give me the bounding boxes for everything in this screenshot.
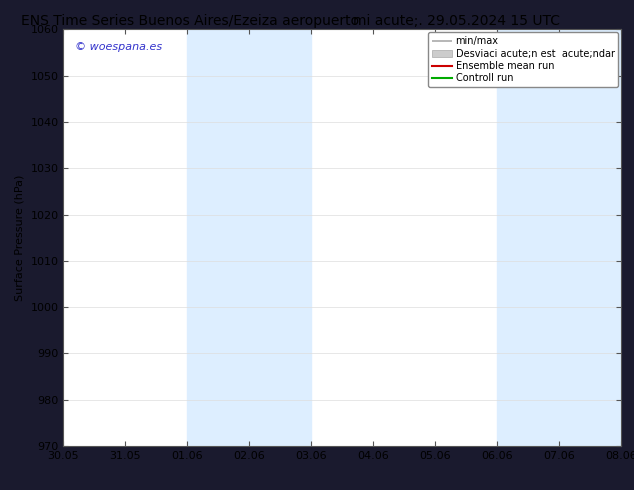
Y-axis label: Surface Pressure (hPa): Surface Pressure (hPa) [15, 174, 25, 301]
Bar [497, 29, 621, 446]
Text: ENS Time Series Buenos Aires/Ezeiza aeropuerto: ENS Time Series Buenos Aires/Ezeiza aero… [21, 14, 359, 28]
Text: mi acute;. 29.05.2024 15 UTC: mi acute;. 29.05.2024 15 UTC [353, 14, 560, 28]
Bar [188, 29, 311, 446]
Legend: min/max, Desviaci acute;n est  acute;ndar, Ensemble mean run, Controll run: min/max, Desviaci acute;n est acute;ndar… [429, 32, 618, 87]
Text: © woespana.es: © woespana.es [75, 42, 162, 52]
